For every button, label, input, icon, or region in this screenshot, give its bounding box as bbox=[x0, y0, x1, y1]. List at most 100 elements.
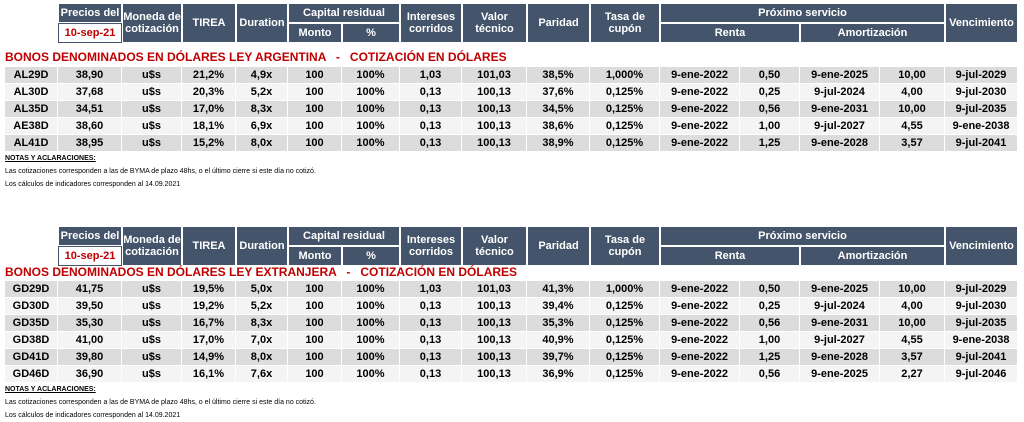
row-cell: 41,75 bbox=[58, 281, 122, 298]
row-cell: 17,0% bbox=[182, 101, 236, 118]
row-cell: 9-ene-2022 bbox=[660, 349, 740, 366]
row-cell: 100 bbox=[288, 67, 342, 84]
header-cell: Amortización bbox=[800, 246, 945, 266]
row-cell: 4,00 bbox=[880, 298, 945, 315]
row-cell: 100% bbox=[342, 315, 400, 332]
row-cell: 9-ene-2022 bbox=[660, 315, 740, 332]
row-cell: 34,51 bbox=[58, 101, 122, 118]
row-cell: 4,55 bbox=[880, 118, 945, 135]
row-cell: 100,13 bbox=[462, 366, 527, 383]
row-cell: u$s bbox=[122, 101, 182, 118]
note-line: Las cotizaciones corresponden a las de B… bbox=[5, 168, 316, 175]
row-cell: 38,90 bbox=[58, 67, 122, 84]
row-cell: 9-ene-2022 bbox=[660, 298, 740, 315]
row-cell: 100,13 bbox=[462, 101, 527, 118]
row-cell: u$s bbox=[122, 298, 182, 315]
header-cell: Monto bbox=[288, 23, 342, 43]
note-line: Las cotizaciones corresponden a las de B… bbox=[5, 399, 316, 406]
row-cell: 8,0x bbox=[236, 135, 288, 152]
header-cell: 10-sep-21 bbox=[58, 246, 122, 266]
ticker: GD41D bbox=[5, 349, 58, 366]
row-cell: 9-jul-2027 bbox=[800, 332, 880, 349]
header-cell: Duration bbox=[236, 226, 288, 266]
row-cell: 21,2% bbox=[182, 67, 236, 84]
row-cell: 38,5% bbox=[527, 67, 590, 84]
row-cell: 0,13 bbox=[400, 298, 462, 315]
row-cell: u$s bbox=[122, 349, 182, 366]
row-cell: 38,95 bbox=[58, 135, 122, 152]
header-cell: % bbox=[342, 246, 400, 266]
row-cell: 9-ene-2028 bbox=[800, 349, 880, 366]
row-cell: 9-jul-2027 bbox=[800, 118, 880, 135]
row-cell: 1,03 bbox=[400, 281, 462, 298]
ticker: GD35D bbox=[5, 315, 58, 332]
header-cell: Tasa de cupón bbox=[590, 226, 660, 266]
row-cell: 100 bbox=[288, 332, 342, 349]
row-cell: 0,13 bbox=[400, 315, 462, 332]
row-cell: 5,2x bbox=[236, 84, 288, 101]
row-cell: 10,00 bbox=[880, 101, 945, 118]
row-cell: 100 bbox=[288, 281, 342, 298]
row-cell: 100 bbox=[288, 118, 342, 135]
header-cell: Próximo servicio bbox=[660, 3, 945, 23]
row-cell: 0,125% bbox=[590, 366, 660, 383]
row-cell: 9-ene-2022 bbox=[660, 332, 740, 349]
ticker: GD38D bbox=[5, 332, 58, 349]
section-title: BONOS DENOMINADOS EN DÓLARES LEY ARGENTI… bbox=[5, 50, 507, 64]
row-cell: 100% bbox=[342, 118, 400, 135]
row-cell: 9-jul-2029 bbox=[945, 67, 1018, 84]
row-cell: 9-ene-2022 bbox=[660, 135, 740, 152]
row-cell: 39,50 bbox=[58, 298, 122, 315]
row-cell: 9-ene-2025 bbox=[800, 281, 880, 298]
row-cell: 0,13 bbox=[400, 332, 462, 349]
row-cell: u$s bbox=[122, 281, 182, 298]
row-cell: 40,9% bbox=[527, 332, 590, 349]
row-cell: 7,6x bbox=[236, 366, 288, 383]
row-cell: 101,03 bbox=[462, 281, 527, 298]
row-cell: 1,000% bbox=[590, 281, 660, 298]
row-cell: 0,125% bbox=[590, 135, 660, 152]
row-cell: 100% bbox=[342, 281, 400, 298]
row-cell: 9-ene-2025 bbox=[800, 67, 880, 84]
notes-heading: NOTAS Y ACLARACIONES: bbox=[5, 386, 96, 393]
row-cell: 37,6% bbox=[527, 84, 590, 101]
row-cell: 38,6% bbox=[527, 118, 590, 135]
row-cell: 100 bbox=[288, 84, 342, 101]
row-cell: 9-jul-2041 bbox=[945, 135, 1018, 152]
row-cell: 1,00 bbox=[740, 332, 800, 349]
ticker: AL30D bbox=[5, 84, 58, 101]
row-cell: 0,13 bbox=[400, 349, 462, 366]
row-cell: 34,5% bbox=[527, 101, 590, 118]
row-cell: 1,03 bbox=[400, 67, 462, 84]
row-cell: 14,9% bbox=[182, 349, 236, 366]
header-cell: Valor técnico bbox=[462, 226, 527, 266]
header-cell: Amortización bbox=[800, 23, 945, 43]
row-cell: 0,125% bbox=[590, 332, 660, 349]
row-cell: 101,03 bbox=[462, 67, 527, 84]
header-cell: TIREA bbox=[182, 226, 236, 266]
header-cell: Paridad bbox=[527, 3, 590, 43]
row-cell: 100 bbox=[288, 135, 342, 152]
note-line: Los cálculos de indicadores corresponden… bbox=[5, 181, 181, 188]
row-cell: 36,9% bbox=[527, 366, 590, 383]
row-cell: 38,9% bbox=[527, 135, 590, 152]
row-cell: 9-ene-2022 bbox=[660, 366, 740, 383]
row-cell: 9-ene-2038 bbox=[945, 118, 1018, 135]
row-cell: 19,2% bbox=[182, 298, 236, 315]
row-cell: u$s bbox=[122, 135, 182, 152]
row-cell: 18,1% bbox=[182, 118, 236, 135]
ticker: GD46D bbox=[5, 366, 58, 383]
row-cell: 0,125% bbox=[590, 84, 660, 101]
header-cell: Vencimiento bbox=[945, 3, 1018, 43]
row-cell: 2,27 bbox=[880, 366, 945, 383]
header-cell: TIREA bbox=[182, 3, 236, 43]
row-cell: 9-jul-2024 bbox=[800, 84, 880, 101]
row-cell: 100 bbox=[288, 315, 342, 332]
row-cell: u$s bbox=[122, 84, 182, 101]
header-cell: 10-sep-21 bbox=[58, 23, 122, 43]
row-cell: 100,13 bbox=[462, 84, 527, 101]
row-cell: 0,125% bbox=[590, 349, 660, 366]
row-cell: 9-jul-2035 bbox=[945, 315, 1018, 332]
header-cell: Tasa de cupón bbox=[590, 3, 660, 43]
row-cell: 100% bbox=[342, 332, 400, 349]
